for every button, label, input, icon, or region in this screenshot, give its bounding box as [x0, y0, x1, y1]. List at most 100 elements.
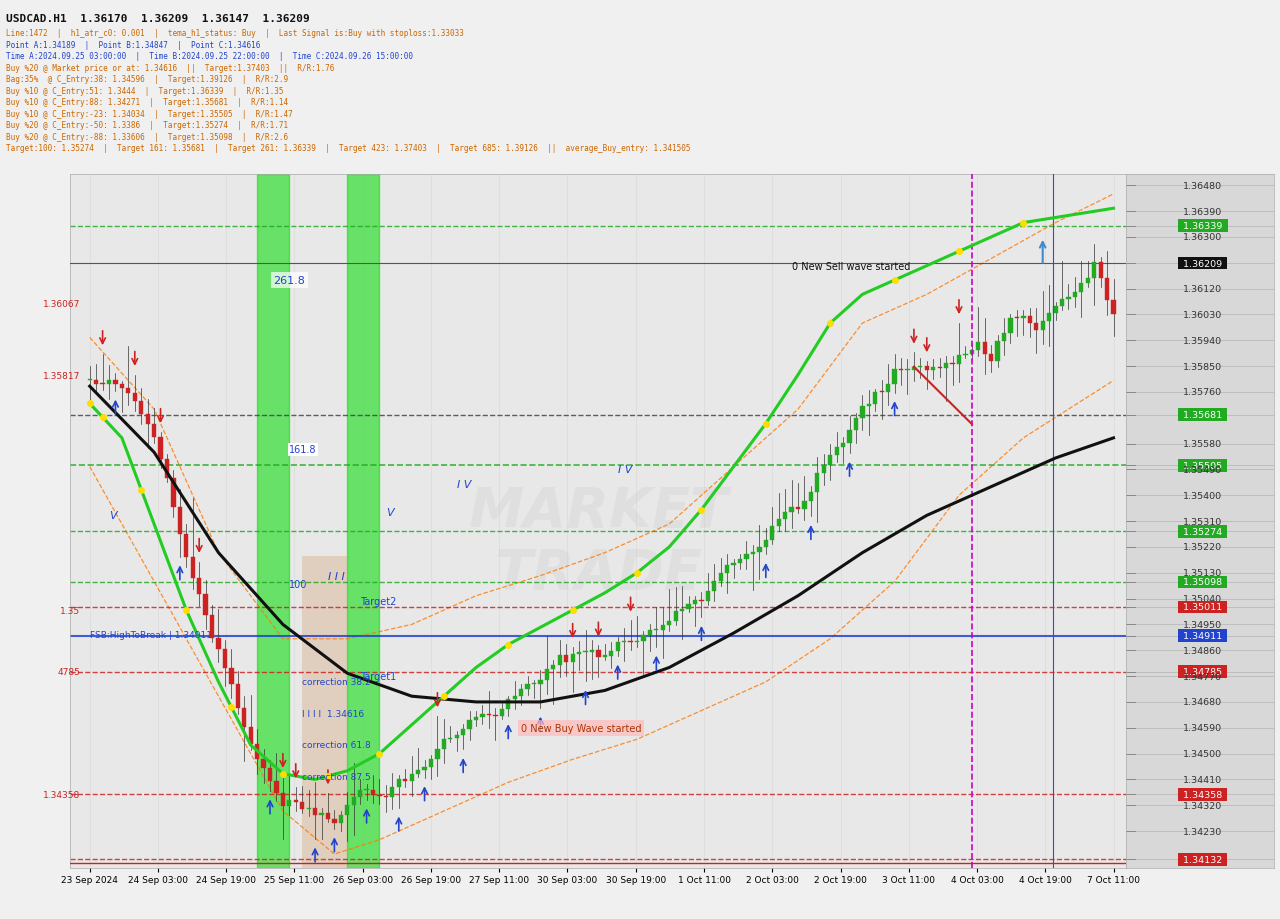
Bar	[1092, 263, 1097, 278]
Bar	[248, 728, 253, 744]
Text: 1.35760: 1.35760	[1184, 388, 1222, 397]
Text: MARKET
TRADE: MARKET TRADE	[468, 484, 728, 600]
Bar	[648, 630, 652, 635]
Bar	[1021, 317, 1025, 319]
Bar	[686, 605, 691, 609]
Bar	[609, 652, 613, 656]
Text: 1.35850: 1.35850	[1184, 362, 1222, 371]
Text: Point A:1.34189  |  Point B:1.34847  |  Point C:1.34616: Point A:1.34189 | Point B:1.34847 | Poin…	[6, 40, 261, 50]
Bar	[680, 609, 685, 612]
Text: I V: I V	[457, 480, 471, 489]
Text: 1.35098: 1.35098	[1180, 578, 1225, 587]
Text: V: V	[385, 508, 393, 518]
Text: 1.34358: 1.34358	[1180, 790, 1225, 799]
Bar	[384, 796, 388, 797]
Bar	[751, 552, 755, 555]
Bar	[1053, 306, 1057, 314]
Bar	[964, 354, 968, 356]
Bar	[931, 368, 936, 370]
Bar	[635, 641, 639, 642]
Bar	[724, 565, 730, 573]
Bar	[860, 406, 864, 418]
Bar	[673, 612, 678, 622]
Text: 1.36120: 1.36120	[1184, 285, 1222, 294]
Bar	[1002, 334, 1006, 341]
Bar	[879, 391, 884, 393]
Bar	[1009, 319, 1012, 334]
Text: Target1: Target1	[360, 672, 397, 681]
Bar	[312, 808, 317, 815]
Bar	[1028, 317, 1032, 323]
Bar	[210, 616, 214, 639]
Bar	[223, 650, 227, 668]
Bar	[390, 787, 394, 797]
Text: Buy %20 @ C_Entry:-50: 1.3386  |  Target:1.35274  |  R/R:1.71: Buy %20 @ C_Entry:-50: 1.3386 | Target:1…	[6, 121, 288, 130]
Bar	[204, 595, 207, 616]
Text: Bag:35%  @ C_Entry:38: 1.34596  |  Target:1.39126  |  R/R:2.9: Bag:35% @ C_Entry:38: 1.34596 | Target:1…	[6, 75, 288, 85]
Text: Buy %20 @ C_Entry:-88: 1.33606  |  Target:1.35098  |  R/R:2.6: Buy %20 @ C_Entry:-88: 1.33606 | Target:…	[6, 132, 288, 142]
Bar	[140, 402, 143, 415]
Bar	[287, 800, 292, 806]
Bar	[764, 540, 768, 548]
Text: Target2: Target2	[360, 596, 397, 607]
Bar	[172, 479, 175, 507]
Bar	[545, 670, 549, 680]
Bar	[745, 555, 749, 559]
Text: 1.35220: 1.35220	[1184, 543, 1222, 551]
Text: 1.36480: 1.36480	[1184, 182, 1222, 190]
Bar	[983, 343, 987, 355]
Bar	[261, 760, 266, 768]
Text: 1.34911: 1.34911	[1180, 631, 1225, 641]
Bar	[302, 556, 347, 868]
Bar	[229, 668, 233, 685]
Bar	[835, 448, 838, 456]
Bar	[1073, 292, 1076, 298]
Text: 1.36339: 1.36339	[1180, 222, 1226, 231]
Bar	[1015, 318, 1019, 319]
Bar	[943, 364, 948, 369]
Text: Time A:2024.09.25 03:00:00  |  Time B:2024.09.25 22:00:00  |  Time C:2024.09.26 : Time A:2024.09.25 03:00:00 | Time B:2024…	[6, 52, 413, 62]
Bar	[378, 795, 381, 797]
Bar	[712, 582, 717, 592]
Text: 1.35505: 1.35505	[1180, 461, 1225, 471]
Bar	[416, 770, 420, 775]
Text: 1.35681: 1.35681	[1180, 411, 1225, 420]
Bar	[293, 800, 298, 802]
Bar	[1085, 278, 1089, 283]
Bar	[911, 368, 916, 370]
Bar	[184, 535, 188, 557]
Bar	[346, 805, 349, 815]
Bar	[847, 430, 851, 444]
Bar	[996, 341, 1000, 361]
Bar	[518, 689, 524, 697]
Bar	[873, 392, 877, 404]
Text: 1.35: 1.35	[60, 606, 81, 615]
Bar	[989, 355, 993, 361]
Bar	[854, 418, 858, 430]
Bar	[146, 415, 150, 425]
Bar	[705, 592, 710, 601]
Text: Buy %10 @ C_Entry:51: 1.3444  |  Target:1.36339  |  R/R:1.35: Buy %10 @ C_Entry:51: 1.3444 | Target:1.…	[6, 86, 284, 96]
Bar	[159, 437, 163, 460]
Bar	[467, 720, 472, 729]
Text: 1.34132: 1.34132	[1180, 855, 1225, 864]
Bar	[333, 819, 337, 823]
Bar	[306, 808, 311, 810]
Text: 1.35400: 1.35400	[1184, 492, 1222, 500]
Text: 1.35130: 1.35130	[1183, 569, 1222, 578]
Bar	[667, 622, 671, 625]
Bar	[731, 563, 736, 565]
Bar	[815, 473, 819, 493]
Bar	[87, 380, 92, 381]
Text: 0 New Buy Wave started: 0 New Buy Wave started	[521, 723, 641, 733]
Bar	[957, 356, 961, 365]
Bar	[93, 381, 99, 384]
Text: 1.34785: 1.34785	[1180, 667, 1225, 676]
Text: 1.35040: 1.35040	[1184, 595, 1222, 604]
Bar	[178, 507, 182, 535]
Bar	[347, 175, 379, 868]
Text: Target:100: 1.35274  |  Target 161: 1.35681  |  Target 261: 1.36339  |  Target 4: Target:100: 1.35274 | Target 161: 1.3568…	[6, 144, 691, 153]
Bar	[577, 652, 581, 654]
Bar	[739, 559, 742, 563]
Bar	[628, 641, 632, 642]
